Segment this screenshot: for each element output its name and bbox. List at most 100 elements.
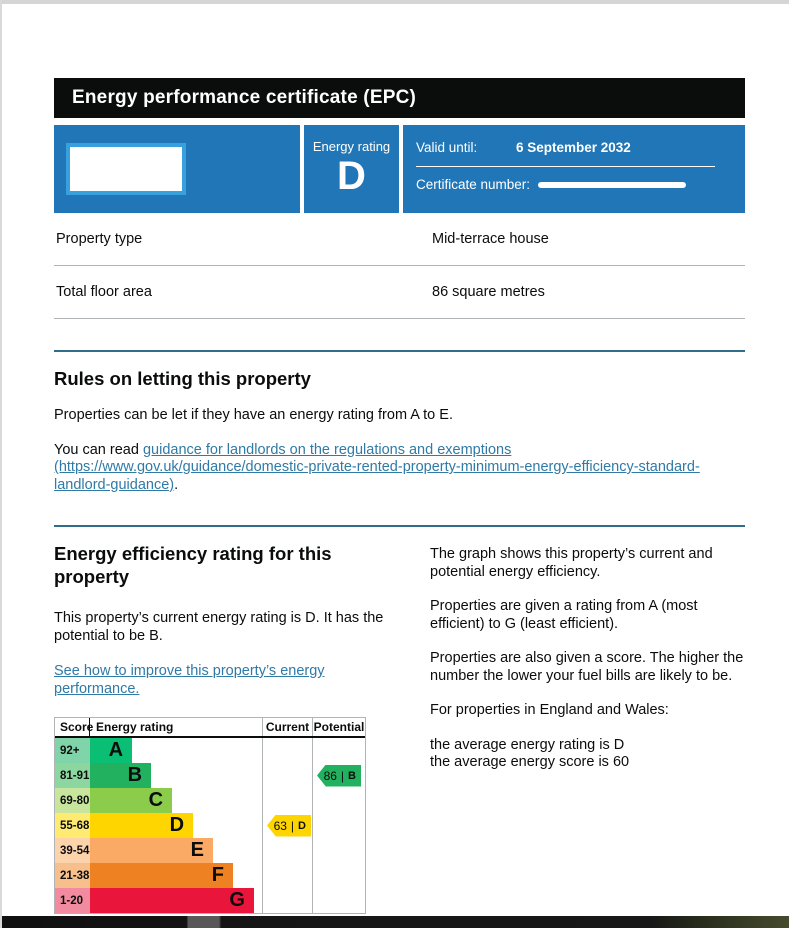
rules-read-suffix: . <box>174 476 179 493</box>
band-bar-b: B <box>90 763 152 788</box>
potential-score: 86 <box>323 768 337 783</box>
rules-intro: Properties can be let if they have an en… <box>54 407 453 423</box>
average-rating-line: the average energy rating is D <box>430 736 625 753</box>
potential-column-cell <box>312 763 365 788</box>
potential-column-cell <box>312 813 365 838</box>
current-band-letter: D <box>298 819 306 832</box>
band-score-range: 69-80 <box>55 788 90 813</box>
current-column-cell <box>262 738 312 763</box>
rules-guidance-paragraph: You can read guidance for landlords on t… <box>54 442 745 495</box>
current-column-cell <box>262 838 312 863</box>
band-score-range: 21-38 <box>55 863 90 888</box>
band-score-range: 55-68 <box>55 813 90 838</box>
band-bar-cell: C <box>90 788 262 813</box>
property-type-label: Property type <box>56 231 143 247</box>
band-bar-f: F <box>90 863 233 888</box>
potential-column-cell <box>312 788 365 813</box>
section-divider <box>54 350 745 352</box>
page-title-text: Energy performance certificate (EPC) <box>72 87 417 108</box>
current-column-cell <box>262 813 312 838</box>
banner-validity-panel: Valid until: 6 September 2032 Certificat… <box>403 125 745 213</box>
energy-rating-label: Energy rating <box>312 139 391 154</box>
property-type-row: Property type Mid-terrace house <box>54 213 745 266</box>
valid-until-value: 6 September 2032 <box>516 140 631 155</box>
graph-explainer-4: For properties in England and Wales: <box>430 702 669 718</box>
potential-column-cell <box>312 738 365 763</box>
epc-band-row-c: 69-80 C <box>55 788 365 813</box>
efficiency-right-column: The graph shows this property’s current … <box>430 527 745 914</box>
efficiency-summary: This property’s current energy rating is… <box>54 610 384 644</box>
band-bar-c: C <box>90 788 173 813</box>
valid-until-label: Valid until: <box>416 140 478 155</box>
graph-explainer-2: Properties are given a rating from A (mo… <box>430 598 698 632</box>
banner-divider <box>416 166 715 167</box>
epc-band-row-d: 55-68 D <box>55 813 365 838</box>
banner-rating-panel: Energy rating D <box>304 125 399 213</box>
current-column-cell <box>262 788 312 813</box>
address-redaction-box <box>66 143 186 195</box>
band-bar-cell: G <box>90 888 262 913</box>
band-bar-e: E <box>90 838 213 863</box>
certificate-number-label: Certificate number: <box>416 177 531 192</box>
current-column-cell <box>262 863 312 888</box>
epc-band-row-g: 1-20 G <box>55 888 365 913</box>
epc-rating-chart: Score Energy rating Current Potential 92… <box>54 717 366 914</box>
chart-col-score: Score <box>55 718 93 736</box>
window-top-strip <box>2 0 789 4</box>
chart-col-energy-rating: Energy rating <box>96 720 174 734</box>
potential-separator: | <box>340 768 345 783</box>
landlord-guidance-link[interactable]: guidance for landlords on the regulation… <box>54 441 700 493</box>
current-column-cell <box>262 888 312 913</box>
improve-performance-link[interactable]: See how to improve this property’s energ… <box>54 663 325 697</box>
rules-read-prefix: You can read <box>54 441 143 458</box>
chart-col-potential: Potential <box>312 718 365 736</box>
certificate-number-redaction <box>538 181 687 188</box>
potential-column-cell <box>312 863 365 888</box>
epc-band-row-a: 92+ A <box>55 738 365 763</box>
graph-explainer-1: The graph shows this property’s current … <box>430 546 713 580</box>
chart-header-row: Score Energy rating Current Potential <box>55 718 365 738</box>
rules-section: Rules on letting this property Propertie… <box>54 367 745 494</box>
band-score-range: 92+ <box>55 738 90 763</box>
band-bar-a: A <box>90 738 133 763</box>
band-bar-cell: F <box>90 863 262 888</box>
band-bar-d: D <box>90 813 194 838</box>
efficiency-left-column: Energy efficiency rating for this proper… <box>54 527 404 914</box>
floor-area-value: 86 square metres <box>432 284 545 300</box>
band-bar-cell: A <box>90 738 262 763</box>
floor-area-label: Total floor area <box>56 284 152 300</box>
rules-heading: Rules on letting this property <box>54 368 311 389</box>
efficiency-heading: Energy efficiency rating for this proper… <box>54 543 332 587</box>
floor-area-row: Total floor area 86 square metres <box>54 266 745 319</box>
chart-col-current: Current <box>262 718 312 736</box>
graph-explainer-3: Properties are also given a score. The h… <box>430 650 744 684</box>
average-score-line: the average energy score is 60 <box>430 754 630 770</box>
band-bar-g: G <box>90 888 254 913</box>
epc-chart-body: 92+ A 81-91 B 69-80 C 55-68 D 39-54 E 21-38 F 1-20 G <box>55 738 365 913</box>
band-bar-cell: D <box>90 813 262 838</box>
current-rating-arrow: 63 | D <box>267 814 311 837</box>
current-score: 63 <box>273 818 287 833</box>
potential-rating-arrow: 86 | B <box>317 764 361 787</box>
band-score-range: 1-20 <box>55 888 90 913</box>
band-score-range: 39-54 <box>55 838 90 863</box>
band-bar-cell: B <box>90 763 262 788</box>
epc-band-row-f: 21-38 F <box>55 863 365 888</box>
energy-rating-value: D <box>337 154 366 198</box>
certificate-banner: Energy rating D Valid until: 6 September… <box>54 125 745 213</box>
taskbar-sliver <box>2 916 789 928</box>
band-bar-cell: E <box>90 838 262 863</box>
page-title: Energy performance certificate (EPC) <box>54 78 745 118</box>
potential-column-cell <box>312 838 365 863</box>
section-divider-2 <box>54 525 745 527</box>
epc-band-row-e: 39-54 E <box>55 838 365 863</box>
efficiency-section: Energy efficiency rating for this proper… <box>54 527 745 914</box>
band-score-range: 81-91 <box>55 763 90 788</box>
epc-band-row-b: 81-91 B <box>55 763 365 788</box>
potential-band-letter: B <box>348 769 356 782</box>
current-separator: | <box>290 818 295 833</box>
banner-address-panel <box>54 125 300 213</box>
potential-column-cell <box>312 888 365 913</box>
